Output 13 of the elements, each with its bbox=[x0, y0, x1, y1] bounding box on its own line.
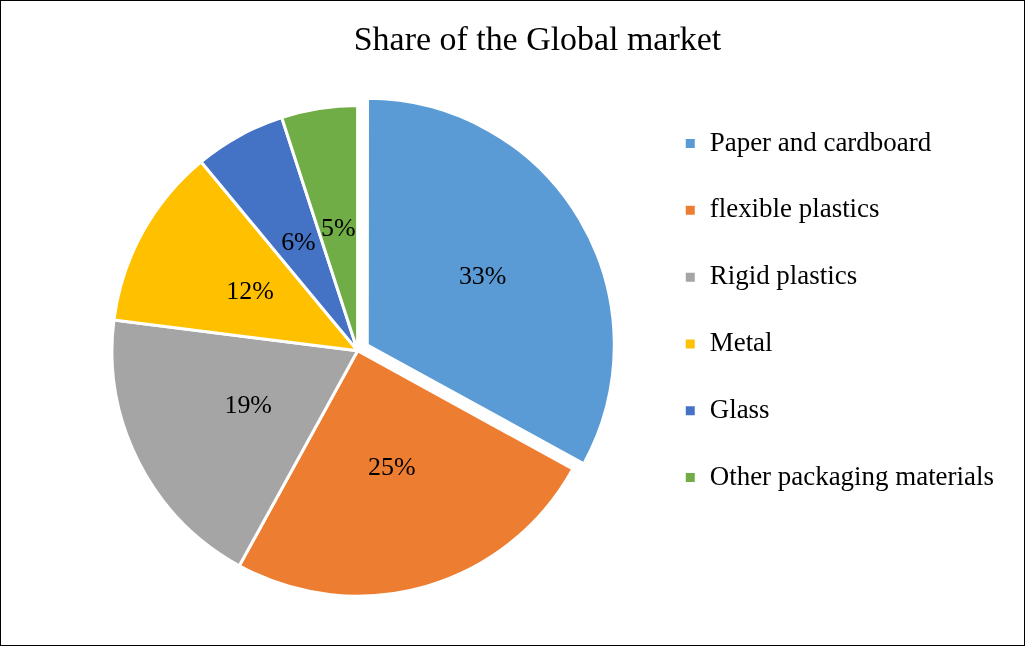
legend-label: Rigid plastics bbox=[709, 260, 858, 291]
data-label: 19% bbox=[224, 390, 272, 420]
legend-label: Glass bbox=[709, 393, 770, 424]
legend-label: Paper and cardboard bbox=[709, 126, 932, 157]
data-label: 5% bbox=[321, 213, 356, 243]
data-label: 6% bbox=[281, 227, 316, 257]
legend-label: flexible plastics bbox=[709, 193, 880, 224]
legend-label: Other packaging materials bbox=[709, 460, 994, 491]
data-label: 12% bbox=[226, 275, 274, 305]
data-label: 25% bbox=[368, 452, 416, 482]
chart-title: Share of the Global market bbox=[353, 20, 722, 58]
legend-label: Metal bbox=[709, 327, 773, 357]
data-label: 33% bbox=[458, 260, 507, 290]
